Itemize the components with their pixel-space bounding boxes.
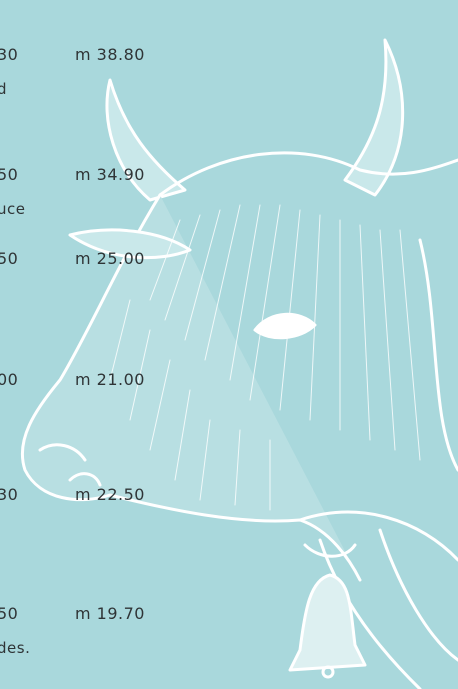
right-price: m 19.70 <box>75 604 145 624</box>
item-note: d <box>0 79 7 99</box>
right-price: m 22.50 <box>75 485 145 505</box>
left-price: 50 <box>0 249 18 269</box>
left-price: 50 <box>0 165 18 185</box>
left-price: 50 <box>0 604 18 624</box>
item-note: des. <box>0 638 30 658</box>
right-price: m 25.00 <box>75 249 145 269</box>
left-price: 30 <box>0 485 18 505</box>
right-price: m 34.90 <box>75 165 145 185</box>
right-price: m 38.80 <box>75 45 145 65</box>
eye <box>255 314 315 337</box>
right-price: m 21.00 <box>75 370 145 390</box>
left-price: 00 <box>0 370 18 390</box>
left-price: 30 <box>0 45 18 65</box>
item-note: uce <box>0 199 25 219</box>
page: 30 m 38.80 d 50 m 34.90 uce 50 m 25.00 00 m 21.00… <box>0 0 458 689</box>
cow-illustration <box>0 0 458 689</box>
